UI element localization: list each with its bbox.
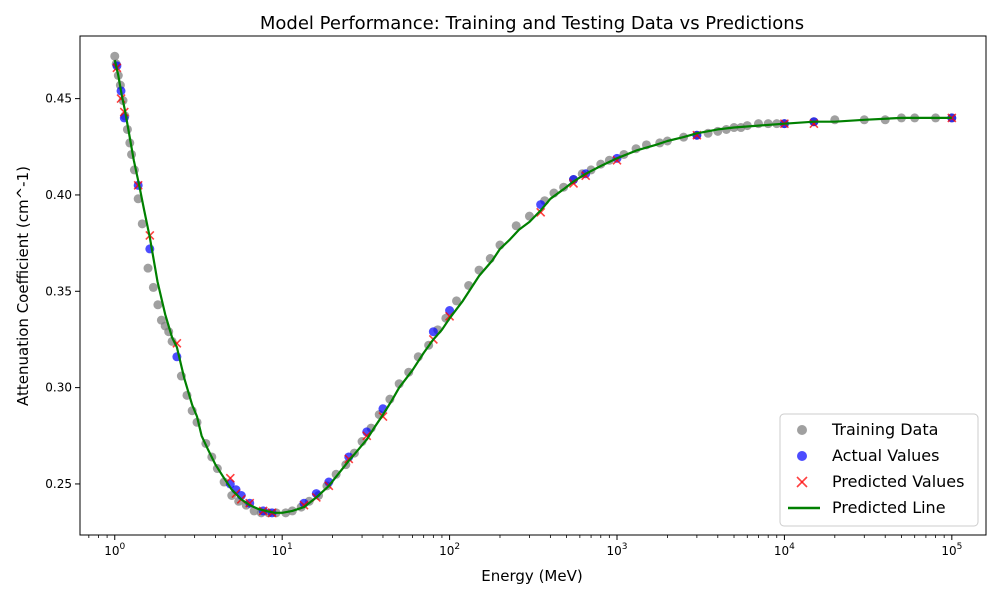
chart-title: Model Performance: Training and Testing … xyxy=(260,13,804,34)
y-tick-label: 0.35 xyxy=(45,284,72,298)
y-tick-label: 0.30 xyxy=(45,381,72,395)
x-tick-label: 102 xyxy=(439,542,460,558)
series-layer xyxy=(110,51,957,518)
training-point xyxy=(404,367,414,377)
y-tick-label: 0.45 xyxy=(45,92,72,106)
x-axis: 100 101 102 103 104 105 xyxy=(88,535,962,558)
legend: Training Data Actual Values Predicted Va… xyxy=(779,413,979,527)
legend-box xyxy=(779,413,979,527)
training-point xyxy=(452,296,462,306)
actual-point xyxy=(225,479,235,489)
x-tick-label: 104 xyxy=(774,542,795,558)
x-axis-title: Energy (MeV) xyxy=(481,567,582,585)
legend-marker-training xyxy=(797,425,807,435)
y-axis-title: Attenuation Coefficient (cm^-1) xyxy=(14,166,32,406)
predicted-point xyxy=(225,473,235,483)
actual-point xyxy=(428,327,438,337)
predicted-point xyxy=(536,207,546,217)
legend-label-training: Training Data xyxy=(831,420,938,439)
x-tick-label: 101 xyxy=(272,542,293,558)
plot-frame xyxy=(79,35,987,536)
training-point xyxy=(137,219,147,229)
legend-label-line: Predicted Line xyxy=(832,498,946,517)
training-point xyxy=(830,115,840,125)
y-tick-label: 0.25 xyxy=(45,477,72,491)
legend-marker-predicted xyxy=(796,476,808,488)
predicted-line xyxy=(113,59,952,514)
training-point xyxy=(148,282,158,292)
legend-label-actual: Actual Values xyxy=(832,446,939,465)
training-point xyxy=(331,469,341,479)
training-point xyxy=(110,51,120,61)
predicted-point xyxy=(362,431,372,441)
y-tick-label: 0.40 xyxy=(45,188,72,202)
training-point xyxy=(153,300,163,310)
training-point xyxy=(143,263,153,273)
x-tick-label: 103 xyxy=(606,542,627,558)
predicted-point xyxy=(947,113,957,123)
actual-point xyxy=(445,306,455,316)
legend-label-predicted: Predicted Values xyxy=(832,472,964,491)
y-axis: 0.25 0.30 0.35 0.40 0.45 xyxy=(45,92,80,491)
legend-marker-actual xyxy=(797,451,807,461)
x-tick-label: 105 xyxy=(941,542,962,558)
training-point xyxy=(511,221,521,231)
x-tick-label: 100 xyxy=(104,542,125,558)
